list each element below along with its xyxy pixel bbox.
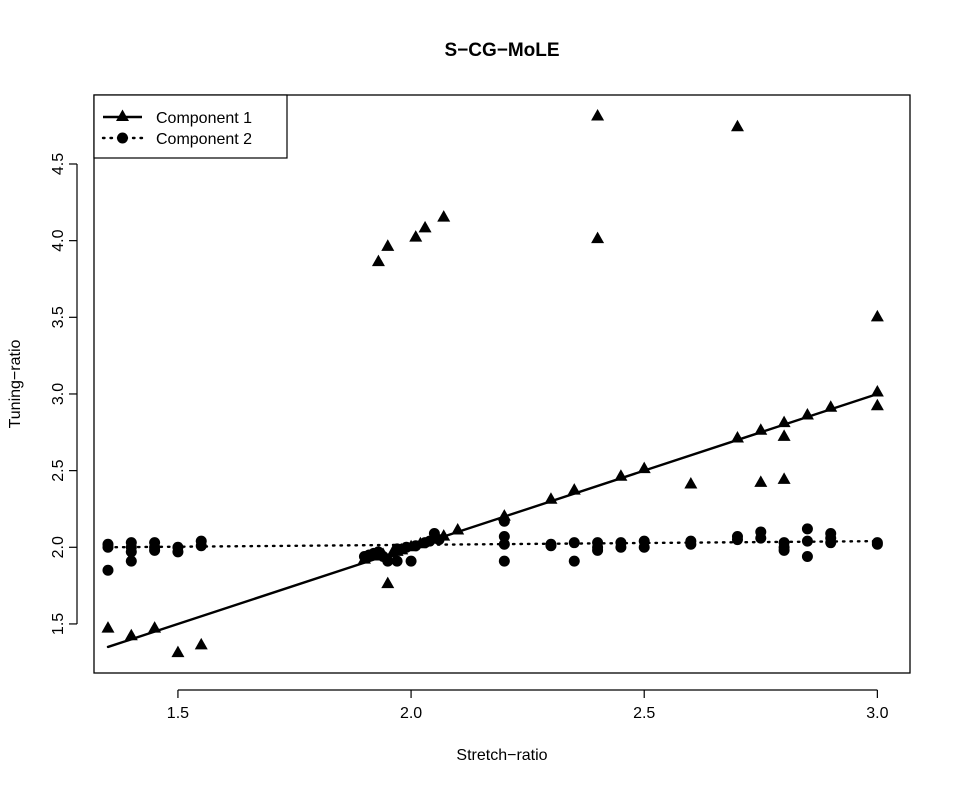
x-axis: 1.5 2.0 2.5 3.0 — [167, 689, 889, 722]
data-point-circle — [568, 555, 580, 567]
data-point-circle — [615, 541, 627, 553]
data-point-triangle — [777, 415, 791, 428]
data-point-circle — [102, 541, 114, 553]
data-point-triangle — [870, 309, 884, 322]
data-point-triangle — [591, 231, 605, 244]
x-tick-label: 2.5 — [633, 705, 655, 722]
data-point-circle — [545, 540, 557, 552]
x-tick-label: 2.0 — [400, 705, 422, 722]
data-point-circle — [149, 544, 161, 556]
data-point-triangle — [409, 230, 423, 242]
data-point-circle — [801, 550, 813, 562]
data-point-circle — [125, 555, 137, 567]
data-point-triangle — [371, 254, 385, 267]
fit-line-component-1 — [106, 392, 879, 649]
y-tick-label: 2.0 — [50, 536, 67, 558]
data-point-triangle — [777, 429, 791, 441]
data-point-triangle — [730, 430, 744, 443]
data-point-triangle — [101, 621, 115, 633]
data-point-triangle — [418, 220, 432, 233]
data-point-triangle — [870, 384, 884, 397]
y-tick-label: 4.0 — [50, 229, 67, 251]
data-point-triangle — [754, 423, 768, 435]
data-point-triangle — [614, 469, 628, 481]
data-point-circle — [195, 540, 207, 552]
x-tick-label: 1.5 — [167, 705, 189, 722]
data-point-triangle — [567, 483, 581, 495]
fit-line-component-2 — [106, 539, 879, 549]
data-point-triangle — [451, 522, 465, 535]
y-axis: 1.5 2.0 2.5 3.0 3.5 4.0 4.5 — [50, 153, 78, 635]
data-point-circle — [498, 555, 510, 567]
data-point-circle — [685, 538, 697, 550]
x-axis-label: Stretch−ratio — [456, 747, 547, 764]
data-point-triangle — [591, 108, 605, 121]
data-point-triangle — [381, 239, 395, 251]
data-point-triangle — [730, 119, 744, 132]
data-point-circle — [382, 555, 394, 567]
data-point-triangle — [870, 398, 884, 411]
data-point-circle — [433, 534, 445, 546]
data-point-circle — [638, 541, 650, 553]
data-point-triangle — [124, 628, 138, 641]
data-point-triangle — [754, 475, 768, 487]
plot-area — [101, 108, 884, 658]
data-point-circle — [102, 564, 114, 576]
legend-circle-icon — [117, 132, 128, 144]
data-point-circle — [731, 534, 743, 546]
legend: Component 1 Component 2 — [93, 94, 288, 159]
data-point-circle — [391, 543, 403, 555]
data-point-triangle — [637, 461, 651, 474]
y-tick-label: 3.0 — [50, 383, 67, 405]
y-tick-label: 4.5 — [50, 153, 67, 175]
data-point-triangle — [194, 637, 208, 650]
data-point-circle — [405, 555, 417, 567]
data-point-circle — [498, 515, 510, 527]
data-point-triangle — [777, 472, 791, 484]
data-point-triangle — [800, 407, 814, 420]
data-point-triangle — [684, 476, 698, 489]
data-point-circle — [801, 523, 813, 535]
data-point-triangle — [544, 492, 558, 504]
y-axis-label: Tuning−ratio — [7, 340, 24, 429]
y-tick-label: 2.5 — [50, 459, 67, 481]
data-point-triangle — [171, 645, 185, 658]
data-point-circle — [498, 531, 510, 543]
data-point-triangle — [824, 400, 838, 412]
plot-frame — [93, 94, 911, 674]
data-point-circle — [755, 532, 767, 544]
data-point-circle — [568, 537, 580, 549]
data-point-circle — [825, 537, 837, 549]
legend-triangle-icon — [116, 109, 129, 121]
y-tick-label: 3.5 — [50, 306, 67, 328]
data-point-circle — [125, 546, 137, 558]
data-point-triangle — [148, 621, 162, 633]
legend-label-component-2: Component 2 — [156, 131, 252, 148]
data-point-circle — [400, 541, 412, 553]
data-point-circle — [172, 546, 184, 558]
data-point-circle — [410, 540, 422, 552]
data-point-circle — [391, 555, 403, 567]
legend-label-component-1: Component 1 — [156, 110, 252, 127]
y-tick-label: 1.5 — [50, 613, 67, 635]
data-point-circle — [871, 538, 883, 550]
chart-title: S−CG−MoLE — [444, 40, 559, 61]
data-point-circle — [592, 544, 604, 556]
data-point-circle — [801, 535, 813, 547]
data-point-triangle — [381, 576, 395, 589]
data-point-circle — [498, 538, 510, 550]
data-point-circle — [778, 544, 790, 556]
legend-box — [93, 94, 288, 159]
x-tick-label: 3.0 — [866, 705, 888, 722]
data-point-triangle — [437, 210, 451, 222]
